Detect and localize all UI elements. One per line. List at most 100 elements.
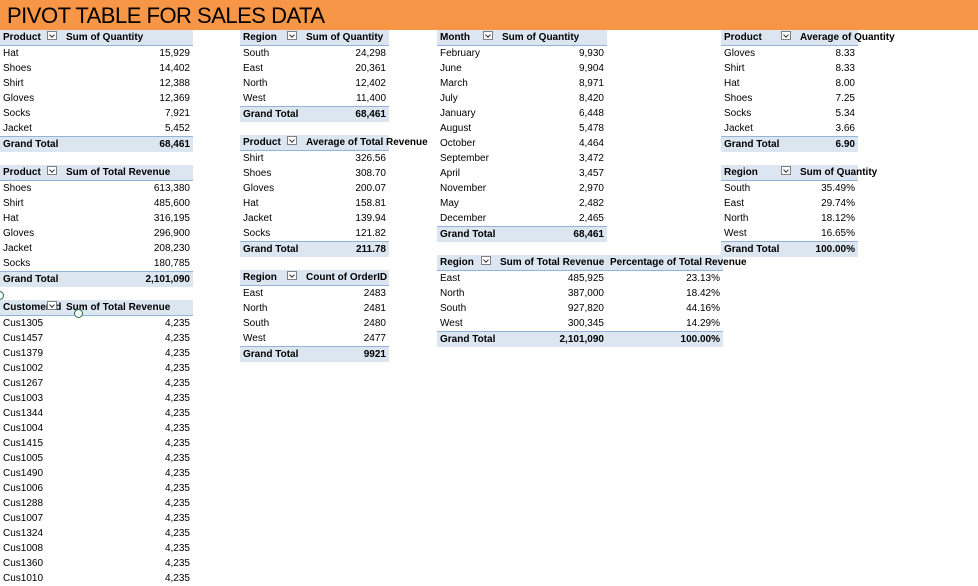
value-field-label[interactable]: Percentage of Total Revenue: [610, 257, 747, 268]
row-label[interactable]: North: [243, 78, 268, 89]
value-cell[interactable]: 14.29%: [686, 318, 720, 329]
value-cell[interactable]: 4,235: [164, 318, 190, 329]
value-cell[interactable]: 927,820: [567, 303, 604, 314]
value-cell[interactable]: 5,478: [578, 123, 604, 134]
value-field-label[interactable]: Sum of Total Revenue: [66, 302, 171, 313]
value-cell[interactable]: 485,600: [153, 198, 190, 209]
row-label[interactable]: Cus1490: [3, 468, 44, 479]
value-cell[interactable]: 308.70: [355, 168, 386, 179]
row-field-label[interactable]: Product: [3, 167, 41, 178]
value-cell[interactable]: 29.74%: [821, 198, 855, 209]
row-label[interactable]: Cus1379: [3, 348, 44, 359]
value-cell[interactable]: 68,461: [355, 109, 386, 120]
value-cell[interactable]: 3.66: [835, 123, 855, 134]
row-label[interactable]: Jacket: [3, 123, 32, 134]
row-label[interactable]: Cus1360: [3, 558, 44, 569]
value-cell[interactable]: 4,235: [164, 333, 190, 344]
value-cell[interactable]: 8,420: [578, 93, 604, 104]
value-cell[interactable]: 326.56: [355, 153, 386, 164]
value-cell[interactable]: 4,235: [164, 543, 190, 554]
row-label[interactable]: Cus1003: [3, 393, 44, 404]
filter-dropdown-icon[interactable]: [47, 31, 57, 40]
row-label[interactable]: March: [440, 78, 468, 89]
row-label[interactable]: Hat: [243, 198, 259, 209]
row-label[interactable]: Shoes: [3, 63, 32, 74]
value-cell[interactable]: 8,971: [578, 78, 604, 89]
row-label[interactable]: Cus1008: [3, 543, 44, 554]
row-label[interactable]: Shoes: [3, 183, 32, 194]
value-cell[interactable]: 7.25: [835, 93, 855, 104]
value-cell[interactable]: 35.49%: [821, 183, 855, 194]
value-cell[interactable]: 4,235: [164, 363, 190, 374]
row-label[interactable]: Grand Total: [724, 244, 780, 255]
value-cell[interactable]: 44.16%: [686, 303, 720, 314]
row-label[interactable]: Gloves: [3, 228, 35, 239]
row-label[interactable]: Cus1324: [3, 528, 44, 539]
row-label[interactable]: Socks: [243, 228, 271, 239]
value-field-label[interactable]: Count of OrderID: [306, 272, 388, 283]
value-cell[interactable]: 4,235: [164, 528, 190, 539]
value-cell[interactable]: 8.33: [835, 63, 855, 74]
row-label[interactable]: Grand Total: [724, 139, 780, 150]
row-label[interactable]: East: [724, 198, 745, 209]
value-cell[interactable]: 15,929: [159, 48, 190, 59]
value-field-label[interactable]: Average of Quantity: [800, 32, 895, 43]
value-field-label[interactable]: Sum of Total Revenue: [66, 167, 171, 178]
value-cell[interactable]: 4,464: [578, 138, 604, 149]
filter-dropdown-icon[interactable]: [47, 301, 57, 310]
value-cell[interactable]: 300,345: [567, 318, 604, 329]
value-field-label[interactable]: Sum of Total Revenue: [500, 257, 605, 268]
value-cell[interactable]: 2,465: [578, 213, 604, 224]
row-label[interactable]: Hat: [3, 48, 19, 59]
row-label[interactable]: North: [440, 288, 465, 299]
filter-dropdown-icon[interactable]: [287, 31, 297, 40]
value-cell[interactable]: 20,361: [355, 63, 386, 74]
row-label[interactable]: Shoes: [243, 168, 272, 179]
row-label[interactable]: Cus1006: [3, 483, 44, 494]
value-cell[interactable]: 68,461: [159, 139, 190, 150]
value-cell[interactable]: 387,000: [567, 288, 604, 299]
selection-handle-right[interactable]: [74, 309, 83, 318]
value-cell[interactable]: 14,402: [159, 63, 190, 74]
value-cell[interactable]: 9,930: [578, 48, 604, 59]
row-field-label[interactable]: Product: [3, 32, 41, 43]
value-cell[interactable]: 12,369: [159, 93, 190, 104]
filter-dropdown-icon[interactable]: [287, 136, 297, 145]
value-cell[interactable]: 9921: [363, 349, 386, 360]
row-label[interactable]: Cus1344: [3, 408, 44, 419]
value-cell[interactable]: 100.00%: [680, 334, 720, 345]
value-cell[interactable]: 3,457: [578, 168, 604, 179]
value-cell[interactable]: 11,400: [356, 93, 386, 104]
row-label[interactable]: South: [724, 183, 751, 194]
value-field-label[interactable]: Sum of Quantity: [66, 32, 144, 43]
row-field-label[interactable]: Month: [440, 32, 470, 43]
value-cell[interactable]: 4,235: [164, 438, 190, 449]
row-label[interactable]: Cus1007: [3, 513, 44, 524]
value-cell[interactable]: 18.12%: [821, 213, 855, 224]
value-cell[interactable]: 5,452: [164, 123, 190, 134]
row-label[interactable]: February: [440, 48, 481, 59]
row-label[interactable]: Hat: [724, 78, 740, 89]
row-field-label[interactable]: Product: [243, 137, 281, 148]
row-label[interactable]: Grand Total: [3, 139, 59, 150]
value-field-label[interactable]: Sum of Quantity: [800, 167, 878, 178]
row-label[interactable]: Grand Total: [440, 229, 496, 240]
value-cell[interactable]: 23.13%: [686, 273, 720, 284]
value-cell[interactable]: 8.00: [835, 78, 855, 89]
row-label[interactable]: Shirt: [3, 198, 24, 209]
row-label[interactable]: Shoes: [724, 93, 753, 104]
row-field-label[interactable]: Region: [243, 272, 277, 283]
value-cell[interactable]: 208,230: [153, 243, 190, 254]
row-label[interactable]: Cus1005: [3, 453, 44, 464]
row-label[interactable]: Gloves: [243, 183, 275, 194]
row-label[interactable]: Grand Total: [243, 349, 299, 360]
row-label[interactable]: October: [440, 138, 476, 149]
value-cell[interactable]: 180,785: [153, 258, 190, 269]
row-label[interactable]: July: [440, 93, 458, 104]
row-field-label[interactable]: Region: [243, 32, 277, 43]
value-cell[interactable]: 24,298: [355, 48, 386, 59]
row-label[interactable]: May: [440, 198, 459, 209]
row-label[interactable]: East: [243, 288, 264, 299]
row-label[interactable]: Gloves: [724, 48, 756, 59]
value-cell[interactable]: 2481: [363, 303, 386, 314]
